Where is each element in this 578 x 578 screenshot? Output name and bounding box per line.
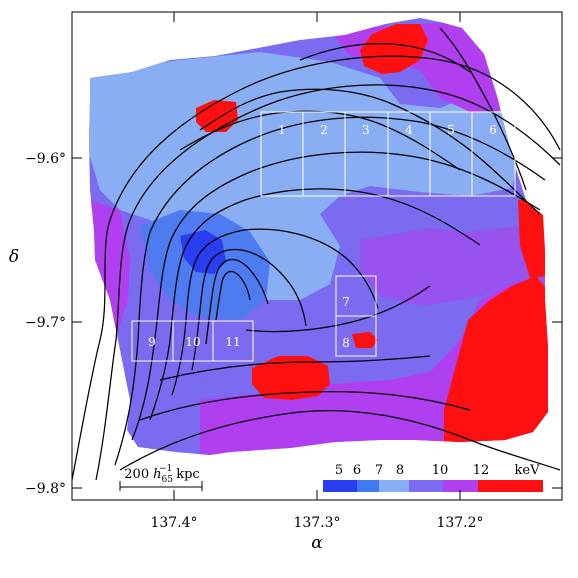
contour-16	[439, 27, 527, 191]
y-tick-labels: −9.6° −9.7° −9.8°	[25, 151, 66, 497]
contour-1	[72, 55, 561, 484]
region-box-8	[335, 315, 377, 357]
region-label-11: 11	[225, 335, 240, 349]
colorbar-tick-7: 7	[375, 463, 383, 478]
colorbar-tick-12: 12	[473, 463, 490, 478]
region-label-1: 1	[278, 123, 286, 137]
colorbar-swatch-10-12	[443, 480, 478, 492]
scale-bar-h: h	[153, 467, 161, 482]
contour-8	[205, 258, 269, 345]
contour-10	[119, 409, 561, 471]
colorbar-tick-10: 10	[432, 463, 449, 478]
region-labels: 1 2 3 4 5 6 7 8 9 10 11	[148, 123, 497, 350]
contour-2	[95, 84, 561, 481]
x-tick-labels: 137.4° 137.3° 137.2°	[150, 515, 483, 531]
map-deep-blue-core	[180, 230, 226, 274]
colorbar-unit: keV	[515, 463, 541, 478]
contour-9	[215, 270, 251, 321]
colorbar: 5 6 7 8 10 12 keV	[323, 463, 543, 492]
region-label-4: 4	[405, 123, 413, 137]
colorbar-swatch-6-7	[357, 480, 379, 492]
x-tick-label-137.4: 137.4°	[150, 515, 197, 531]
contour-11	[139, 391, 471, 421]
axis-ticks	[72, 12, 562, 500]
map-red-region-lower-left	[252, 356, 330, 400]
y-tick-label-9.7: −9.7°	[25, 315, 66, 331]
contour-13	[245, 285, 431, 333]
region-label-9: 9	[148, 335, 156, 349]
scale-bar: 200 h65−1 kpc	[119, 464, 203, 491]
map-violet-mid	[360, 226, 548, 306]
x-axis-title: α	[311, 533, 323, 553]
contour-17	[299, 43, 471, 73]
x-tick-label-137.3: 137.3°	[293, 515, 340, 531]
colorbar-swatch-7-8	[379, 480, 409, 492]
region-label-2: 2	[320, 123, 328, 137]
region-label-3: 3	[362, 123, 370, 137]
temperature-map	[89, 18, 548, 455]
contour-12	[159, 355, 431, 381]
colorbar-swatch-8-10	[409, 480, 443, 492]
colorbar-swatch-5-6	[323, 480, 357, 492]
region-box-6	[471, 111, 516, 197]
map-red-region-top	[360, 24, 428, 74]
contour-7	[191, 248, 307, 371]
y-axis-title: δ	[9, 247, 19, 267]
map-red-region-right	[444, 276, 548, 452]
region-label-5: 5	[447, 123, 455, 137]
scale-bar-value: 200	[124, 467, 149, 482]
contour-5	[149, 188, 481, 421]
region-label-8: 8	[342, 336, 350, 350]
x-tick-label-137.2: 137.2°	[436, 515, 483, 531]
xray-contours	[72, 27, 561, 484]
colorbar-tick-5: 5	[335, 463, 343, 478]
region-box-11	[212, 320, 254, 362]
scale-bar-sub: 65	[161, 475, 173, 485]
y-tick-label-9.8: −9.8°	[25, 481, 66, 497]
colorbar-swatch-12-plus	[478, 480, 543, 492]
scale-bar-label: 200 h65−1 kpc	[124, 464, 199, 485]
colorbar-tick-8: 8	[396, 463, 404, 478]
y-tick-label-9.6: −9.6°	[25, 151, 66, 167]
map-red-region-edge	[518, 198, 548, 278]
region-label-10: 10	[185, 335, 200, 349]
contour-4	[131, 151, 541, 441]
map-red-region-small	[352, 332, 378, 348]
region-label-7: 7	[342, 295, 350, 309]
region-label-6: 6	[489, 123, 497, 137]
colorbar-tick-6: 6	[353, 463, 361, 478]
contour-14	[199, 88, 541, 215]
scale-bar-unit: kpc	[176, 467, 199, 482]
region-boxes	[131, 111, 516, 362]
scale-bar-sup: −1	[159, 464, 172, 474]
contour-6	[171, 228, 379, 396]
